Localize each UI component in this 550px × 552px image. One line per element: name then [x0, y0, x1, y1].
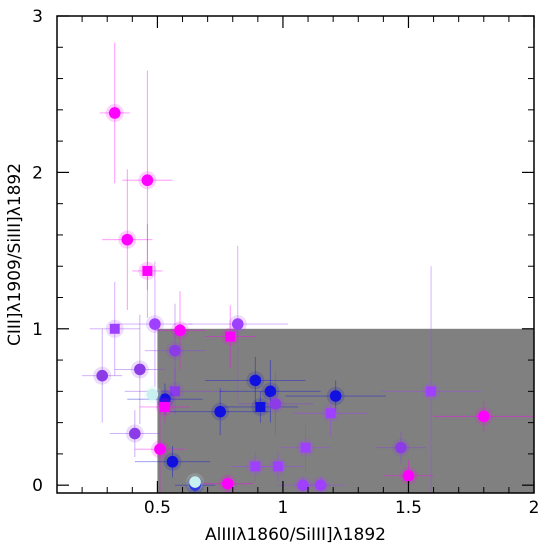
x-tick-label: 2 — [529, 498, 540, 518]
data-point-circle — [269, 398, 282, 410]
data-point-circle — [96, 369, 108, 382]
data-point-circle — [314, 479, 327, 491]
data-point-square — [325, 408, 336, 419]
data-point-circle — [214, 405, 226, 418]
tick-labels: 0.5 1 1.5 2 0 1 2 3 — [32, 7, 539, 518]
data-point-circle — [134, 363, 146, 376]
data-point-square — [109, 323, 120, 334]
data-point-square — [169, 386, 180, 397]
data-point-circle — [166, 455, 179, 468]
data-point-square — [250, 461, 261, 472]
data-point-circle — [264, 385, 277, 398]
data-point-circle — [149, 318, 161, 330]
data-point-circle — [329, 390, 342, 402]
data-point-circle — [146, 388, 159, 401]
data-points — [93, 103, 493, 493]
y-tick-label: 3 — [32, 7, 43, 27]
y-tick-label: 2 — [32, 163, 43, 183]
data-point-square — [142, 265, 153, 276]
data-point-circle — [174, 324, 186, 337]
data-point-circle — [231, 318, 244, 330]
data-point-circle — [402, 469, 415, 482]
x-tick-label: 0.5 — [144, 498, 171, 518]
data-point-square — [300, 442, 311, 453]
y-axis-label: CIII]λ1909/SiIII]λ1892 — [5, 163, 25, 346]
data-point-circle — [141, 174, 154, 187]
data-point-square — [272, 461, 283, 472]
data-point-circle — [221, 477, 234, 490]
x-tick-label: 1 — [278, 498, 289, 518]
data-point-square — [225, 331, 236, 342]
data-point-square — [159, 401, 170, 412]
data-point-circle — [249, 374, 262, 387]
data-point-circle — [297, 479, 309, 491]
data-point-square — [255, 401, 266, 412]
x-axis-label: AlIIIλ1860/SiIII]λ1892 — [205, 525, 386, 545]
data-point-circle — [169, 344, 181, 357]
x-tick-label: 1.5 — [395, 498, 422, 518]
data-point-circle — [395, 441, 407, 454]
data-point-circle — [189, 476, 201, 488]
data-point-circle — [154, 443, 166, 456]
axis-ticks — [57, 15, 535, 493]
data-point-circle — [477, 410, 490, 423]
data-point-square — [426, 386, 437, 397]
data-point-circle — [121, 233, 134, 246]
y-tick-label: 0 — [32, 476, 43, 496]
plot-frame — [56, 15, 535, 494]
y-tick-label: 1 — [32, 320, 43, 340]
data-point-circle — [129, 427, 141, 440]
data-point-circle — [108, 107, 121, 119]
